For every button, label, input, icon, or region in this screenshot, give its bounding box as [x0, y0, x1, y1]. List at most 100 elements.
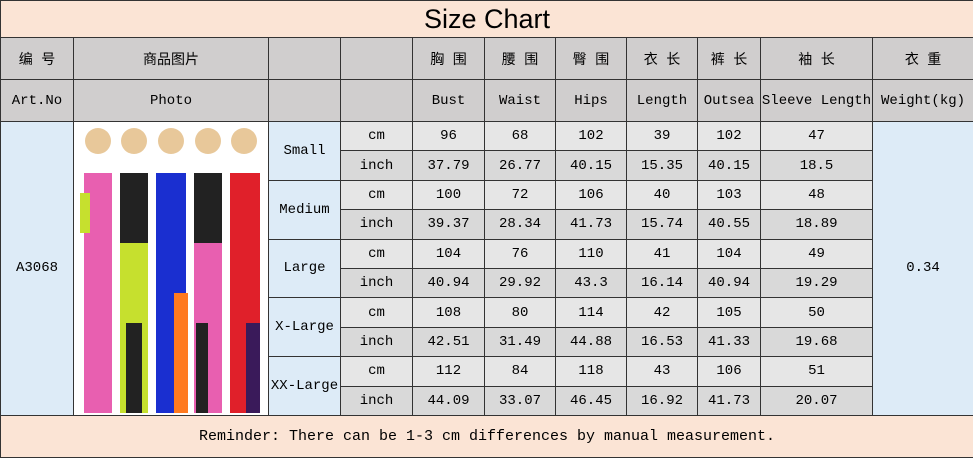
measurement: 16.14: [626, 267, 698, 299]
unit: cm: [340, 179, 413, 211]
measurement: 102: [697, 120, 761, 152]
measurement: 43.3: [555, 267, 627, 299]
table-row: 编 号商品图片 胸 围腰 围臀 围衣 长裤 长袖 长衣 重: [0, 37, 973, 80]
size-name: X-Large: [268, 297, 341, 358]
measurement: 15.35: [626, 150, 698, 181]
header-cn: 商品图片: [73, 37, 269, 80]
measurement: 49: [760, 238, 873, 269]
header-blank: [340, 37, 413, 80]
measurement: 40.55: [697, 209, 761, 240]
measurement: 20.07: [760, 385, 873, 416]
measurement: 40: [626, 179, 698, 211]
unit: inch: [340, 267, 413, 299]
measurement: 29.92: [484, 267, 556, 299]
measurement: 41.73: [555, 209, 627, 240]
header-en: Outsea: [697, 79, 761, 122]
measurement: 76: [484, 238, 556, 269]
measurement: 104: [412, 238, 485, 269]
measurement: 104: [697, 238, 761, 269]
header-cn: 衣 长: [626, 37, 698, 80]
header-cn: 腰 围: [484, 37, 556, 80]
measurement: 96: [412, 120, 485, 152]
measurement: 40.15: [555, 150, 627, 181]
measurement: 106: [555, 179, 627, 211]
header-en: Waist: [484, 79, 556, 122]
measurement: 84: [484, 356, 556, 387]
size-name: Large: [268, 238, 341, 299]
measurement: 108: [412, 297, 485, 328]
figures: [80, 128, 260, 414]
reminder: Reminder: There can be 1-3 cm difference…: [0, 414, 973, 458]
measurement: 18.89: [760, 209, 873, 240]
header-cn: 编 号: [0, 37, 74, 80]
measurement: 48: [760, 179, 873, 211]
header-cn: 衣 重: [871, 37, 973, 80]
measurement: 118: [555, 356, 627, 387]
measurement: 50: [760, 297, 873, 328]
unit: cm: [340, 297, 413, 328]
measurement: 112: [412, 356, 485, 387]
measurement: 16.92: [626, 385, 698, 416]
table-row: Medium cm 100 72 106 40 103 48: [1, 179, 973, 240]
header-cn: 臀 围: [555, 37, 627, 80]
title: Size Chart: [0, 0, 973, 38]
measurement: 41.33: [697, 326, 761, 358]
measurement: 44.09: [412, 385, 485, 416]
measurement: 31.49: [484, 326, 556, 358]
table-row: X-Large cm 108 80 114 42 105 50: [1, 297, 973, 358]
header-en: Bust: [412, 79, 485, 122]
measurement: 18.5: [760, 150, 873, 181]
table-row: inch 44.09 33.07 46.45 16.92 41.73 20.07: [1, 385, 973, 416]
table-row: A3068 Small cm 96 68 102 39 102 47 0.34: [0, 120, 973, 416]
header-cn: 裤 长: [697, 37, 761, 80]
photo-cell: [73, 121, 269, 416]
measurement: 33.07: [484, 385, 556, 416]
header-en: Length: [626, 79, 698, 122]
unit: inch: [340, 385, 413, 416]
measurement: 40.15: [697, 150, 761, 181]
table-row: XX-Large cm 112 84 118 43 106 51: [1, 356, 973, 416]
measurement: 105: [697, 297, 761, 328]
unit: inch: [340, 326, 413, 358]
size-name: XX-Large: [268, 356, 341, 416]
measurement: 68: [484, 120, 556, 152]
measurement: 15.74: [626, 209, 698, 240]
unit: cm: [340, 356, 413, 387]
measurement: 102: [555, 120, 627, 152]
measurement: 103: [697, 179, 761, 211]
header-cn: 胸 围: [412, 37, 485, 80]
unit: cm: [340, 120, 413, 152]
unit: inch: [340, 209, 413, 240]
size-name: Small: [268, 121, 341, 181]
header-blank: [340, 79, 413, 122]
weight: 0.34: [871, 121, 973, 416]
table-row: inch 37.79 26.77 40.15 15.35 40.15 18.5: [1, 150, 973, 181]
header-en: Photo: [73, 79, 269, 122]
measurement: 26.77: [484, 150, 556, 181]
measurement: 37.79: [412, 150, 485, 181]
measurement: 28.34: [484, 209, 556, 240]
measurement: 40.94: [697, 267, 761, 299]
table-row: Large cm 104 76 110 41 104 49: [1, 238, 973, 299]
measurement: 41.73: [697, 385, 761, 416]
unit: inch: [340, 150, 413, 181]
table-row: inch 42.51 31.49 44.88 16.53 41.33 19.68: [1, 326, 973, 358]
measurement: 42: [626, 297, 698, 328]
measurement: 44.88: [555, 326, 627, 358]
measurement: 39.37: [412, 209, 485, 240]
measurement: 39: [626, 120, 698, 152]
size-name: Medium: [268, 179, 341, 240]
table-row: inch 40.94 29.92 43.3 16.14 40.94 19.29: [1, 267, 973, 299]
measurement: 114: [555, 297, 627, 328]
header-cn: 袖 长: [760, 37, 873, 80]
header-en: Weight(kg): [871, 79, 973, 122]
measurement: 72: [484, 179, 556, 211]
header-blank: [268, 79, 341, 122]
measurement: 19.68: [760, 326, 873, 358]
art-no: A3068: [0, 121, 74, 416]
table-row: Size Chart: [0, 0, 973, 38]
header-blank: [268, 37, 341, 80]
measurement: 16.53: [626, 326, 698, 358]
